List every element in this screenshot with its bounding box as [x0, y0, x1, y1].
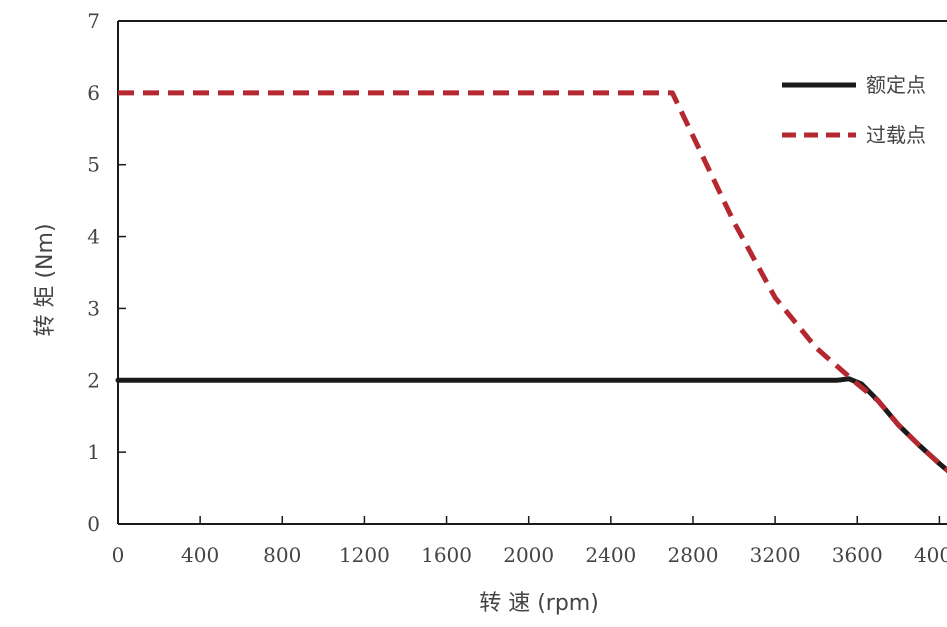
y-tick-label: 0: [87, 512, 100, 536]
x-tick-label: 800: [263, 543, 301, 567]
legend-label-overload: 过载点: [866, 123, 926, 147]
x-axis-title: 转 速 (rpm): [479, 591, 599, 616]
series-line-overload: [118, 90, 947, 474]
x-tick-label: 2400: [585, 543, 636, 567]
y-tick-label: 1: [87, 440, 100, 464]
y-tick-label: 3: [87, 296, 100, 320]
x-tick-label: 2000: [503, 543, 554, 567]
x-tick-label: 400: [181, 543, 219, 567]
y-axis-title: 转 矩 (Nm): [33, 223, 58, 336]
x-tick-label: 3600: [832, 543, 883, 567]
y-tick-label: 2: [87, 368, 100, 392]
x-tick-label: 1200: [339, 543, 390, 567]
x-tick-label: 1600: [421, 543, 472, 567]
axes: [117, 20, 947, 525]
y-tick-label: 7: [87, 9, 100, 33]
y-tick-label: 4: [87, 225, 100, 249]
x-tick-label: 0: [112, 543, 125, 567]
x-tick-label: 2800: [668, 543, 719, 567]
series-line-rated: [115, 376, 947, 474]
x-tick-label: 3200: [750, 543, 801, 567]
y-tick-label: 6: [87, 81, 100, 105]
legend-label-rated: 额定点: [866, 73, 926, 97]
y-axis-ticks: 0 1 2 3 4 5 6 7: [87, 9, 126, 536]
y-tick-label: 5: [87, 153, 100, 177]
series-lines: [115, 90, 947, 474]
